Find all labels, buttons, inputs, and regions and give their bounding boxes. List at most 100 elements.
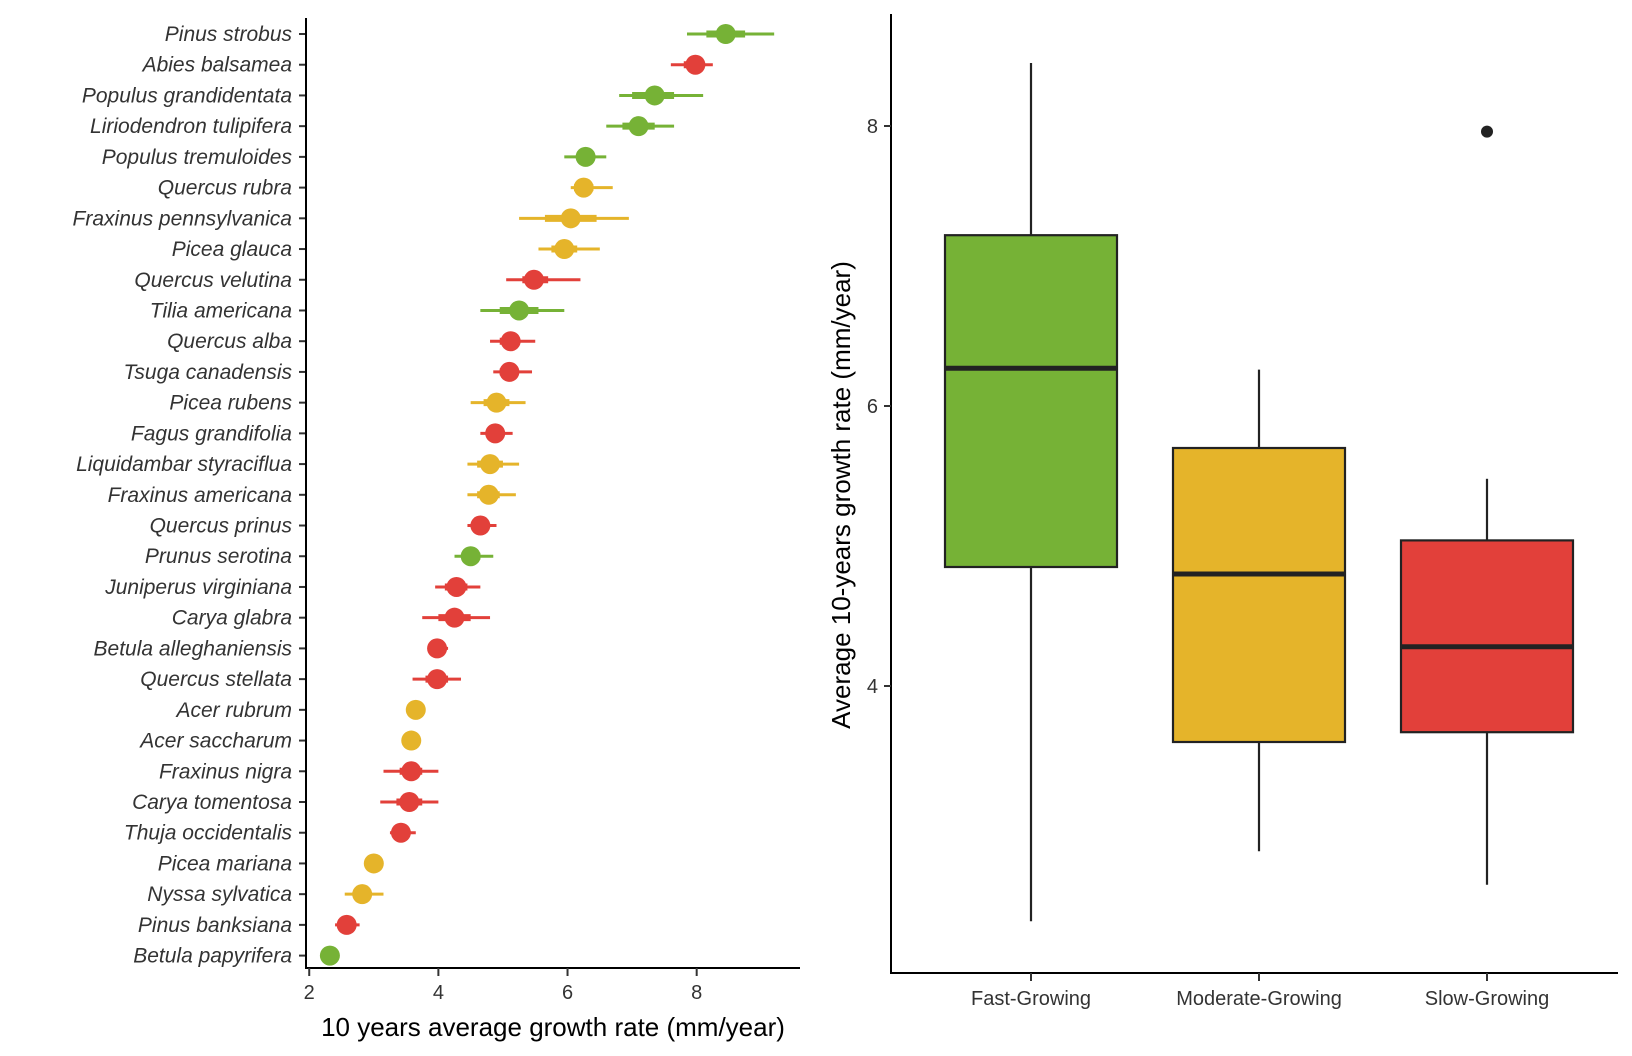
x-tick-label-fast-growing: Fast-Growing (971, 988, 1091, 1010)
mean-point-fraxinus-pennsylvanica (560, 208, 581, 229)
mean-point-prunus-serotina (460, 546, 481, 567)
mean-point-tilia-americana (509, 300, 530, 321)
y-tick-label-4: 4 (867, 676, 878, 698)
species-row-nyssa-sylvatica: Nyssa sylvatica (147, 883, 384, 906)
species-label-quercus-prinus: Quercus prinus (150, 515, 293, 538)
species-label-fraxinus-nigra: Fraxinus nigra (159, 760, 292, 783)
species-row-quercus-rubra: Quercus rubra (158, 177, 613, 200)
x-tick-label-2: 2 (304, 982, 315, 1004)
species-label-picea-glauca: Picea glauca (172, 238, 292, 261)
mean-point-picea-glauca (554, 239, 575, 260)
species-row-picea-mariana: Picea mariana (158, 852, 384, 875)
mean-point-tsuga-canadensis (499, 361, 520, 382)
mean-point-quercus-velutina (523, 269, 544, 290)
species-label-tilia-americana: Tilia americana (150, 299, 292, 322)
right-y-ticks: 4 6 8 (867, 116, 891, 698)
species-row-liriodendron-tulipifera: Liriodendron tulipifera (90, 115, 675, 138)
mean-point-betula-papyrifera (319, 945, 340, 966)
mean-point-liquidambar-styraciflua (480, 454, 501, 475)
mean-point-quercus-prinus (470, 515, 491, 536)
species-row-acer-rubrum: Acer rubrum (174, 699, 426, 722)
species-row-tsuga-canadensis: Tsuga canadensis (123, 361, 533, 384)
species-row-pinus-banksiana: Pinus banksiana (138, 914, 360, 937)
species-row-quercus-alba: Quercus alba (167, 330, 536, 353)
mean-point-pinus-strobus (715, 24, 736, 44)
mean-point-nyssa-sylvatica (352, 884, 373, 905)
mean-point-populus-tremuloides (575, 146, 596, 167)
species-row-abies-balsamea: Abies balsamea (141, 54, 713, 77)
boxes (943, 63, 1575, 922)
box-body-moderate-growing (1171, 446, 1347, 744)
species-row-fagus-grandifolia: Fagus grandifolia (131, 422, 513, 445)
right-y-axis-title: Average 10-years growth rate (mm/year) (826, 261, 856, 729)
species-label-tsuga-canadensis: Tsuga canadensis (123, 361, 292, 384)
species-row-fraxinus-americana: Fraxinus americana (108, 484, 516, 507)
mean-point-fraxinus-americana (478, 484, 499, 505)
species-row-picea-glauca: Picea glauca (172, 238, 600, 261)
species-label-acer-rubrum: Acer rubrum (174, 699, 292, 722)
species-row-carya-tomentosa: Carya tomentosa (132, 791, 439, 814)
species-label-quercus-alba: Quercus alba (167, 330, 292, 353)
species-row-betula-alleghaniensis: Betula alleghaniensis (94, 637, 449, 660)
species-rows: Pinus strobus Abies balsamea Populus grand… (73, 23, 775, 968)
mean-point-thuja-occidentalis (390, 822, 411, 843)
x-tick-label-6: 6 (562, 982, 573, 1004)
species-label-prunus-serotina: Prunus serotina (145, 545, 292, 568)
species-label-fagus-grandifolia: Fagus grandifolia (131, 422, 292, 445)
left-x-axis-title: 10 years average growth rate (mm/year) (321, 1012, 785, 1042)
mean-point-carya-glabra (444, 607, 465, 628)
species-row-liquidambar-styraciflua: Liquidambar styraciflua (76, 453, 520, 476)
species-row-quercus-stellata: Quercus stellata (140, 668, 461, 691)
species-label-pinus-banksiana: Pinus banksiana (138, 914, 292, 937)
y-tick-label-6: 6 (867, 396, 878, 418)
species-growth-dot-plot: Pinus strobus Abies balsamea Populus grand… (73, 18, 800, 1042)
species-label-populus-grandidentata: Populus grandidentata (82, 84, 292, 107)
species-row-acer-saccharum: Acer saccharum (138, 730, 422, 753)
mean-point-quercus-rubra (573, 177, 594, 198)
species-row-populus-tremuloides: Populus tremuloides (102, 146, 607, 169)
species-label-nyssa-sylvatica: Nyssa sylvatica (147, 883, 292, 906)
box-slow-growing (1399, 125, 1575, 885)
mean-point-quercus-alba (500, 331, 521, 352)
box-fast-growing (943, 63, 1119, 922)
mean-point-betula-alleghaniensis (427, 638, 448, 659)
mean-point-acer-saccharum (401, 730, 422, 751)
mean-point-liriodendron-tulipifera (628, 116, 649, 137)
species-label-betula-papyrifera: Betula papyrifera (133, 945, 292, 968)
x-tick-label-moderate-growing: Moderate-Growing (1176, 988, 1342, 1010)
species-row-juniperus-virginiana: Juniperus virginiana (104, 576, 481, 599)
outlier-point-slow-growing-0 (1481, 125, 1493, 138)
species-label-acer-saccharum: Acer saccharum (138, 730, 292, 753)
species-label-quercus-velutina: Quercus velutina (134, 269, 292, 292)
mean-point-quercus-stellata (427, 669, 448, 690)
species-row-populus-grandidentata: Populus grandidentata (82, 84, 704, 107)
species-label-juniperus-virginiana: Juniperus virginiana (104, 576, 292, 599)
species-label-pinus-strobus: Pinus strobus (165, 23, 293, 46)
mean-point-picea-rubens (486, 392, 507, 413)
species-label-fraxinus-americana: Fraxinus americana (108, 484, 292, 507)
mean-point-fraxinus-nigra (401, 761, 422, 782)
y-tick-label-8: 8 (867, 116, 878, 138)
species-label-quercus-stellata: Quercus stellata (140, 668, 292, 691)
species-row-picea-rubens: Picea rubens (169, 392, 526, 415)
species-label-betula-alleghaniensis: Betula alleghaniensis (94, 637, 293, 660)
species-label-carya-glabra: Carya glabra (172, 607, 292, 630)
group-growth-boxplot: 4 6 8 Fast-Growing Moderate-Growing Slow-Gro… (826, 14, 1618, 1010)
species-label-abies-balsamea: Abies balsamea (141, 54, 292, 77)
species-row-tilia-americana: Tilia americana (150, 299, 565, 322)
species-row-betula-papyrifera: Betula papyrifera (133, 945, 340, 968)
right-x-ticks: Fast-Growing Moderate-Growing Slow-Growing (971, 973, 1549, 1010)
mean-point-acer-rubrum (405, 699, 426, 720)
species-row-prunus-serotina: Prunus serotina (145, 545, 494, 568)
species-row-thuja-occidentalis: Thuja occidentalis (124, 822, 416, 845)
box-body-slow-growing (1399, 539, 1575, 734)
x-tick-label-slow-growing: Slow-Growing (1425, 988, 1549, 1010)
mean-point-fagus-grandifolia (485, 423, 506, 444)
x-tick-label-8: 8 (691, 982, 702, 1004)
box-body-fast-growing (943, 234, 1119, 569)
species-row-carya-glabra: Carya glabra (172, 607, 491, 630)
box-moderate-growing (1171, 369, 1347, 852)
species-label-thuja-occidentalis: Thuja occidentalis (124, 822, 293, 845)
x-tick-label-4: 4 (433, 982, 444, 1004)
